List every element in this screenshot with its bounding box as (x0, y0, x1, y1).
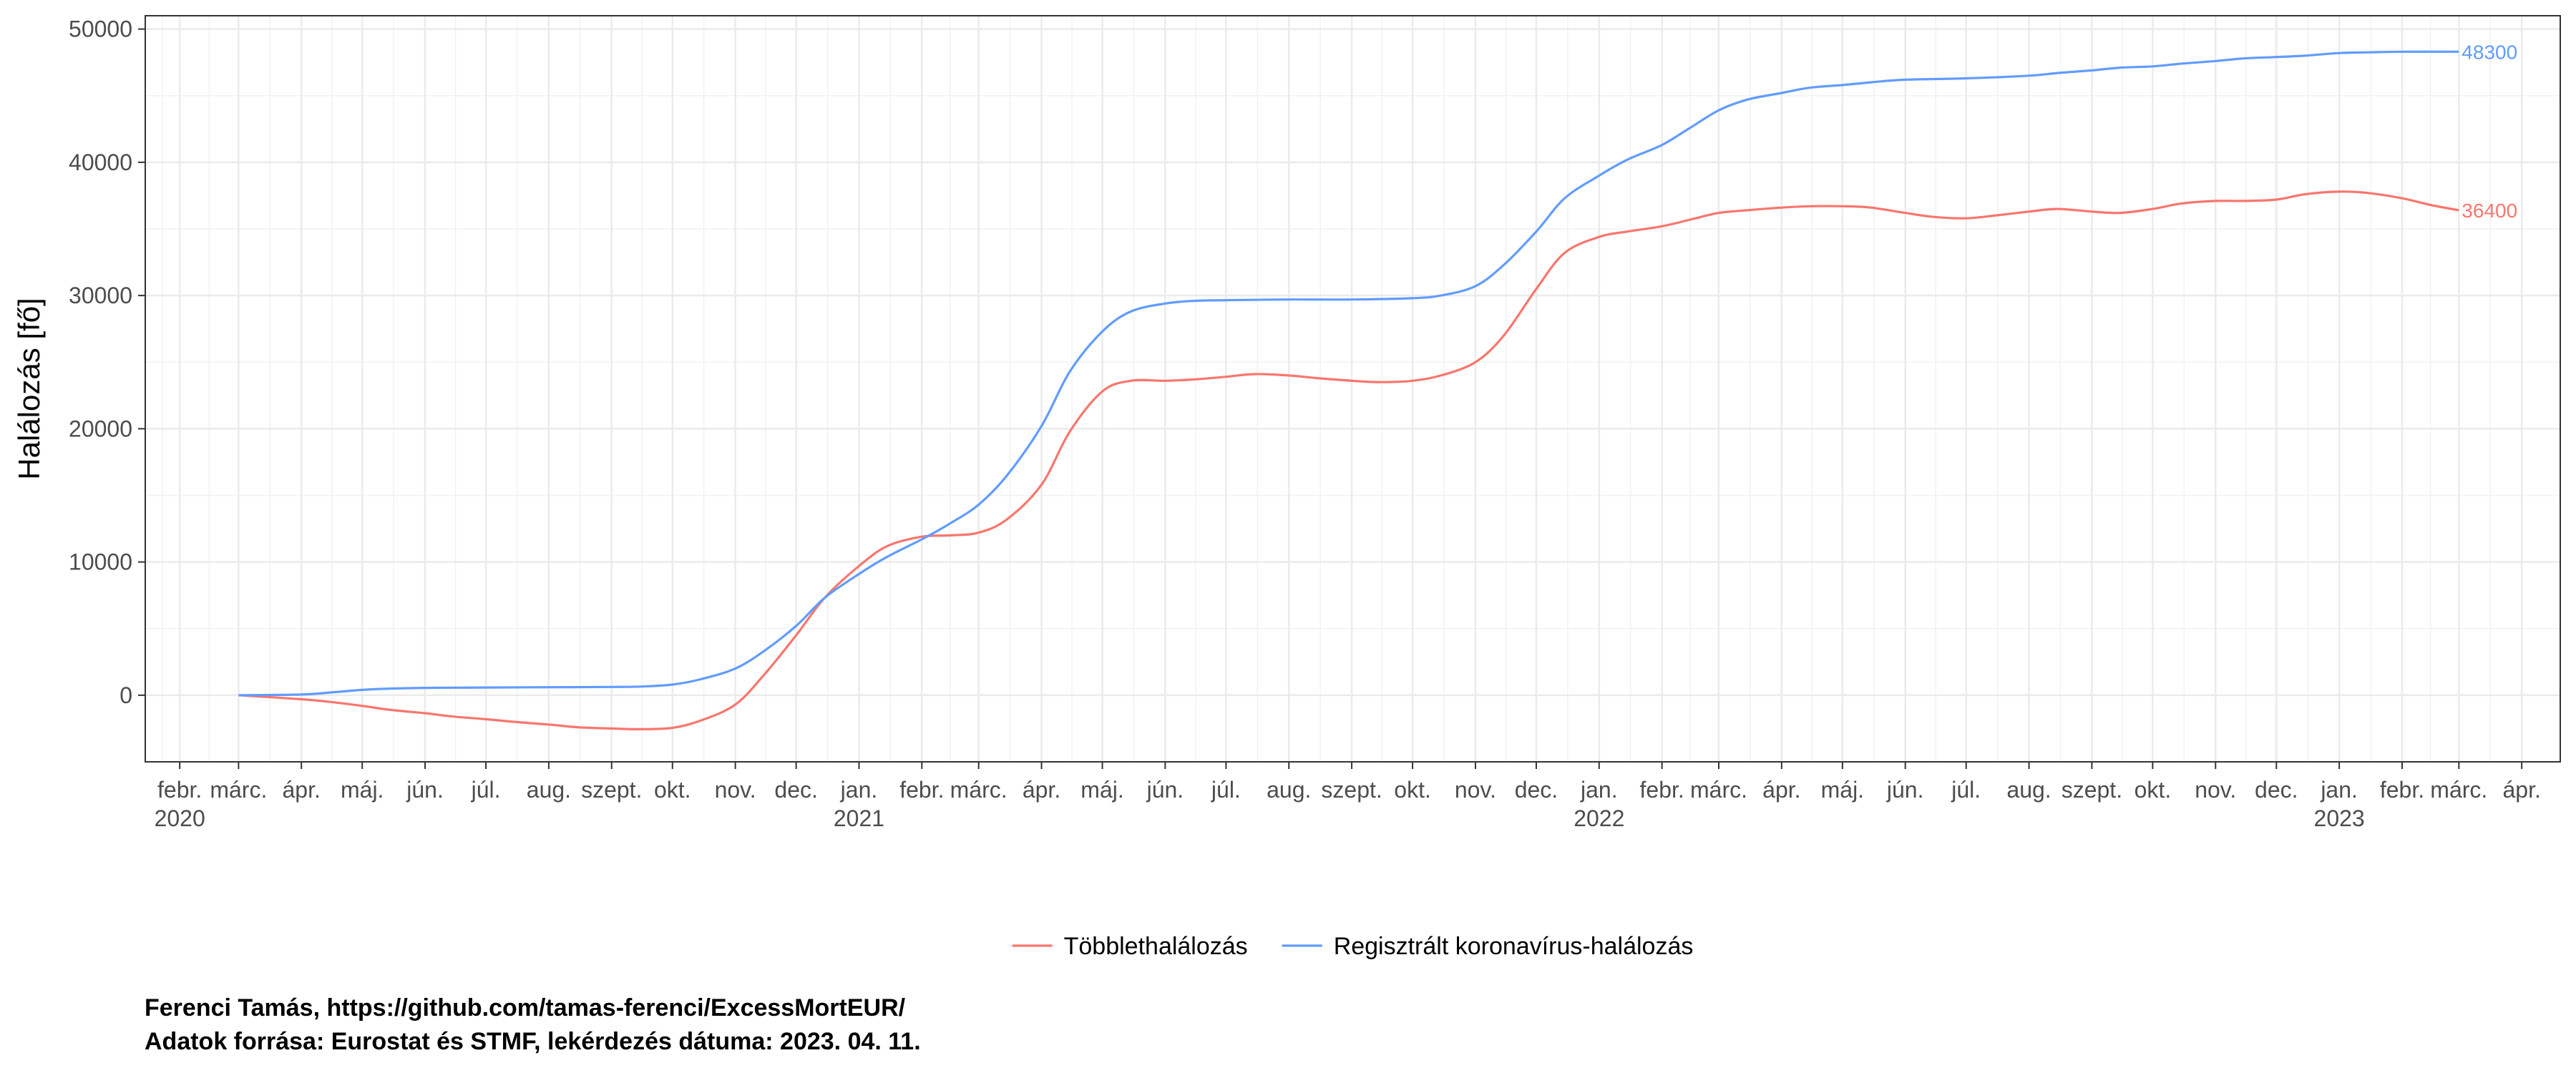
x-tick-label: febr. (899, 777, 944, 803)
series-end-label: 48300 (2462, 41, 2517, 63)
x-tick-label: márc. (210, 777, 267, 803)
x-tick-label: aug. (2006, 777, 2051, 803)
x-tick-label: aug. (527, 777, 571, 803)
x-tick-label: nov. (2195, 777, 2236, 803)
series-line (238, 190, 2459, 731)
x-tick-label: jún. (406, 777, 444, 803)
x-tick-label: febr. (2380, 777, 2424, 803)
y-tick-label: 0 (119, 682, 132, 708)
y-axis: 0 10000 20000 30000 40000 50000 (69, 16, 145, 708)
x-tick-label: jan. (2320, 777, 2358, 803)
plot-panel-border (145, 15, 2561, 763)
x-tick-label: jún. (1886, 777, 1924, 803)
x-tick-label: máj. (1080, 777, 1123, 803)
x-tick-label: okt. (2135, 777, 2172, 803)
x-tick-label: ápr. (1023, 777, 1060, 803)
x-tick-label: aug. (1267, 777, 1311, 803)
x-tick-label: okt. (654, 777, 691, 803)
x-tick-label: szept. (2062, 777, 2122, 803)
y-tick-label: 10000 (69, 549, 132, 575)
x-tick-label: szept. (1321, 777, 1382, 803)
x-tick-label: márc. (950, 777, 1008, 803)
x-tick-label: febr. (1640, 777, 1684, 803)
y-tick-label: 50000 (69, 16, 132, 42)
y-tick-label: 20000 (69, 416, 132, 441)
legend: Többlethalálozás Regisztrált koronavírus-… (1012, 933, 1694, 960)
x-tick-label: júl. (471, 777, 501, 803)
x-tick-label: nov. (715, 777, 756, 803)
caption-source: Adatok forrása: Eurostat és STMF, lekérd… (145, 1028, 921, 1055)
x-tick-label: nov. (1455, 777, 1496, 803)
x-tick-label: okt. (1394, 777, 1431, 803)
legend-label: Többlethalálozás (1064, 933, 1248, 960)
legend-label: Regisztrált koronavírus-halálozás (1334, 933, 1694, 960)
series-lines (238, 50, 2459, 731)
x-tick-label: jan. (1580, 777, 1618, 803)
major-gridlines (145, 16, 2560, 762)
x-tick-label: jan. (840, 777, 878, 803)
x-tick-label: jún. (1146, 777, 1184, 803)
x-tick-label: júl. (1951, 777, 1981, 803)
x-tick-label: máj. (341, 777, 384, 803)
x-tick-label: ápr. (2502, 777, 2540, 803)
x-tick-label: dec. (2255, 777, 2298, 803)
minor-gridlines (145, 16, 2560, 762)
series-end-label: 36400 (2462, 200, 2517, 222)
x-tick-label: dec. (774, 777, 817, 803)
x-tick-year-label: 2022 (1574, 805, 1624, 831)
x-tick-label: júl. (1211, 777, 1241, 803)
x-tick-label: dec. (1515, 777, 1558, 803)
x-tick-label: márc. (2430, 777, 2487, 803)
series-line (238, 50, 2459, 697)
series-end-labels: 36400 48300 (2462, 41, 2517, 222)
x-tick-year-label: 2021 (834, 805, 884, 831)
x-tick-label: ápr. (283, 777, 321, 803)
x-tick-label: máj. (1821, 777, 1864, 803)
x-tick-label: márc. (1690, 777, 1747, 803)
x-tick-year-label: 2023 (2314, 805, 2365, 831)
x-tick-year-label: 2020 (155, 805, 205, 831)
y-tick-label: 30000 (69, 283, 132, 308)
y-axis-title: Halálozás [fő] (12, 298, 46, 479)
legend-item: Többlethalálozás (1012, 933, 1248, 960)
x-tick-label: szept. (581, 777, 642, 803)
x-tick-label: febr. (157, 777, 202, 803)
caption-author: Ferenci Tamás, https://github.com/tamas-… (145, 994, 906, 1021)
legend-item: Regisztrált koronavírus-halálozás (1282, 933, 1694, 960)
y-tick-label: 40000 (69, 150, 132, 175)
x-tick-label: ápr. (1762, 777, 1800, 803)
